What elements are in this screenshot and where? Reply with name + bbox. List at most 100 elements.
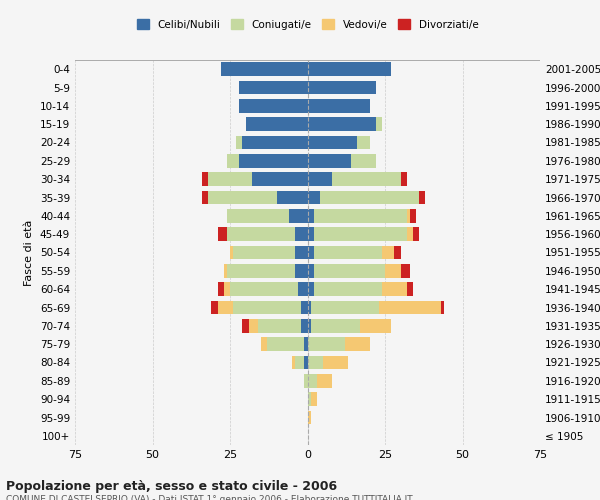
Bar [298, 282, 308, 296]
Bar [211, 300, 218, 314]
Bar [382, 246, 394, 260]
Bar [360, 319, 391, 332]
Bar [242, 319, 248, 332]
Bar [308, 300, 311, 314]
Bar [308, 338, 344, 351]
Bar [258, 319, 301, 332]
Bar [314, 246, 382, 260]
Bar [227, 154, 239, 168]
Bar [413, 228, 419, 241]
Bar [236, 136, 242, 149]
Bar [323, 356, 348, 370]
Bar [221, 62, 308, 76]
Bar [308, 190, 320, 204]
Bar [441, 300, 444, 314]
Bar [208, 190, 277, 204]
Bar [295, 228, 308, 241]
Bar [308, 62, 391, 76]
Bar [308, 99, 370, 112]
Bar [308, 136, 357, 149]
Bar [239, 99, 308, 112]
Bar [202, 190, 208, 204]
Bar [311, 392, 317, 406]
Bar [401, 264, 410, 278]
Bar [218, 282, 224, 296]
Bar [320, 190, 419, 204]
Bar [295, 246, 308, 260]
Bar [308, 228, 314, 241]
Bar [311, 319, 360, 332]
Bar [314, 209, 407, 222]
Bar [379, 300, 441, 314]
Bar [407, 282, 413, 296]
Bar [419, 190, 425, 204]
Bar [227, 264, 295, 278]
Bar [202, 172, 208, 186]
Bar [308, 392, 311, 406]
Bar [308, 356, 323, 370]
Bar [227, 228, 295, 241]
Bar [401, 172, 407, 186]
Bar [308, 172, 332, 186]
Bar [344, 338, 370, 351]
Bar [227, 209, 289, 222]
Bar [208, 172, 252, 186]
Bar [314, 264, 385, 278]
Bar [314, 228, 407, 241]
Bar [289, 209, 308, 222]
Bar [308, 209, 314, 222]
Bar [239, 154, 308, 168]
Bar [308, 246, 314, 260]
Bar [357, 136, 370, 149]
Bar [304, 338, 308, 351]
Bar [317, 374, 332, 388]
Bar [407, 228, 413, 241]
Bar [314, 282, 382, 296]
Bar [218, 228, 227, 241]
Bar [304, 356, 308, 370]
Bar [301, 319, 308, 332]
Bar [385, 264, 401, 278]
Bar [248, 319, 258, 332]
Bar [308, 154, 351, 168]
Bar [295, 264, 308, 278]
Bar [308, 374, 317, 388]
Bar [218, 300, 233, 314]
Bar [407, 209, 410, 222]
Bar [233, 300, 301, 314]
Bar [224, 282, 230, 296]
Bar [394, 246, 401, 260]
Bar [304, 374, 308, 388]
Bar [230, 246, 233, 260]
Bar [308, 410, 311, 424]
Text: Popolazione per età, sesso e stato civile - 2006: Popolazione per età, sesso e stato civil… [6, 480, 337, 493]
Bar [376, 118, 382, 131]
Y-axis label: Anni di nascita: Anni di nascita [597, 211, 600, 294]
Bar [233, 246, 295, 260]
Bar [308, 80, 376, 94]
Bar [332, 172, 401, 186]
Bar [292, 356, 295, 370]
Bar [277, 190, 308, 204]
Bar [308, 118, 376, 131]
Bar [242, 136, 308, 149]
Legend: Celibi/Nubili, Coniugati/e, Vedovi/e, Divorziati/e: Celibi/Nubili, Coniugati/e, Vedovi/e, Di… [133, 15, 482, 34]
Bar [308, 319, 311, 332]
Bar [224, 264, 227, 278]
Bar [267, 338, 304, 351]
Bar [351, 154, 376, 168]
Bar [252, 172, 308, 186]
Bar [230, 282, 298, 296]
Bar [245, 118, 308, 131]
Bar [308, 282, 314, 296]
Bar [410, 209, 416, 222]
Text: COMUNE DI CASTELSEPRIO (VA) - Dati ISTAT 1° gennaio 2006 - Elaborazione TUTTITAL: COMUNE DI CASTELSEPRIO (VA) - Dati ISTAT… [6, 495, 413, 500]
Bar [295, 356, 304, 370]
Bar [261, 338, 267, 351]
Bar [239, 80, 308, 94]
Bar [311, 300, 379, 314]
Y-axis label: Fasce di età: Fasce di età [25, 220, 34, 286]
Bar [301, 300, 308, 314]
Bar [382, 282, 407, 296]
Bar [308, 264, 314, 278]
